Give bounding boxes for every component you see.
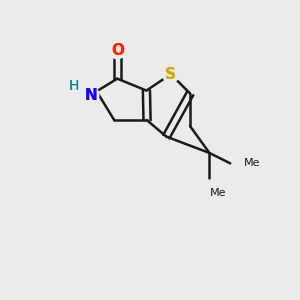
Text: Me: Me — [244, 158, 260, 168]
Text: H: H — [69, 79, 80, 93]
Text: O: O — [111, 43, 124, 58]
Circle shape — [163, 66, 179, 82]
Circle shape — [82, 87, 99, 103]
Text: N: N — [84, 88, 97, 103]
Circle shape — [109, 42, 126, 59]
Text: H: H — [69, 79, 80, 93]
Text: S: S — [165, 67, 176, 82]
Text: Me: Me — [209, 188, 226, 198]
Text: O: O — [111, 43, 124, 58]
Text: N: N — [84, 88, 97, 103]
Text: S: S — [165, 67, 176, 82]
